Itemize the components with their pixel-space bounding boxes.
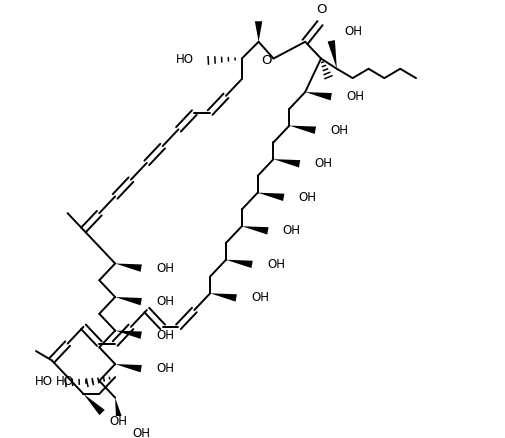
Polygon shape [115, 264, 141, 272]
Text: OH: OH [343, 25, 362, 38]
Polygon shape [115, 364, 141, 372]
Polygon shape [305, 92, 331, 100]
Polygon shape [115, 297, 141, 305]
Text: OH: OH [330, 124, 347, 137]
Text: HO: HO [176, 53, 194, 66]
Polygon shape [115, 331, 141, 339]
Text: HO: HO [56, 375, 74, 388]
Polygon shape [210, 293, 236, 302]
Text: OH: OH [282, 224, 300, 237]
Polygon shape [241, 226, 268, 234]
Text: OH: OH [132, 427, 149, 438]
Text: OH: OH [109, 415, 127, 428]
Text: OH: OH [156, 261, 174, 275]
Text: OH: OH [314, 157, 332, 170]
Polygon shape [327, 40, 336, 69]
Text: OH: OH [345, 90, 364, 103]
Text: OH: OH [156, 295, 174, 308]
Text: HO: HO [35, 375, 53, 388]
Text: OH: OH [267, 258, 284, 271]
Text: OH: OH [156, 362, 174, 375]
Polygon shape [83, 394, 105, 415]
Text: OH: OH [156, 328, 174, 342]
Polygon shape [255, 21, 262, 42]
Text: OH: OH [298, 191, 316, 204]
Polygon shape [115, 398, 123, 423]
Text: OH: OH [250, 291, 269, 304]
Text: O: O [316, 3, 327, 16]
Polygon shape [226, 260, 252, 268]
Polygon shape [273, 159, 299, 167]
Text: O: O [260, 54, 271, 67]
Polygon shape [289, 126, 316, 134]
Polygon shape [257, 193, 284, 201]
